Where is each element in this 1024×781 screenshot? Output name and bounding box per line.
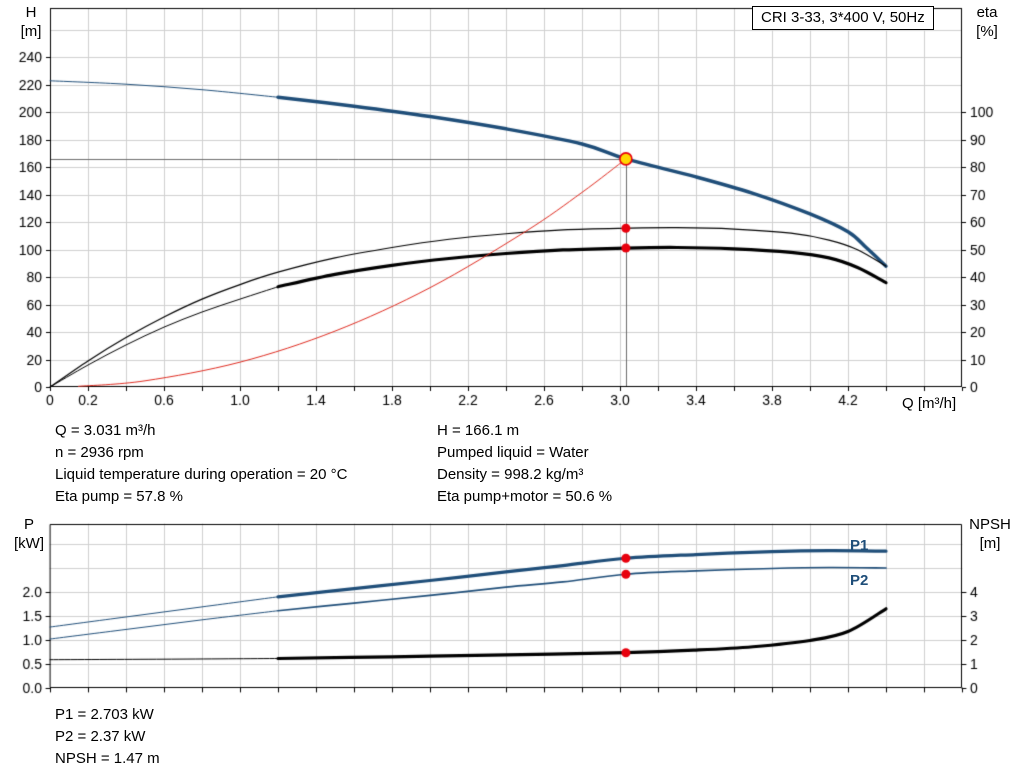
p-axis-label: P [kW] bbox=[10, 515, 48, 553]
h-axis-unit: [m] bbox=[20, 23, 42, 40]
info-pumped-liquid: Pumped liquid = Water bbox=[437, 444, 589, 461]
p1-curve-label: P1 bbox=[850, 537, 869, 554]
h-axis-symbol: H bbox=[25, 4, 37, 21]
pump-title-box: CRI 3-33, 3*400 V, 50Hz bbox=[752, 6, 934, 30]
npsh-axis-label: NPSH [m] bbox=[962, 515, 1018, 553]
info-npsh: NPSH = 1.47 m bbox=[55, 750, 160, 767]
eta-axis-label: eta [%] bbox=[964, 3, 1010, 41]
operating-data-left: Q = 3.031 m³/h n = 2936 rpm Liquid tempe… bbox=[55, 420, 347, 508]
info-p1: P1 = 2.703 kW bbox=[55, 706, 154, 723]
eta-axis-symbol: eta bbox=[976, 4, 998, 21]
npsh-axis-unit: [m] bbox=[979, 535, 1001, 552]
operating-data-right: H = 166.1 m Pumped liquid = Water Densit… bbox=[437, 420, 612, 508]
info-eta-pump-motor: Eta pump+motor = 50.6 % bbox=[437, 488, 613, 505]
p2-curve-label: P2 bbox=[850, 572, 869, 589]
h-axis-label: H [m] bbox=[12, 3, 50, 41]
p-axis-symbol: P bbox=[23, 516, 34, 533]
info-eta-pump: Eta pump = 57.8 % bbox=[55, 488, 183, 505]
info-speed: n = 2936 rpm bbox=[55, 444, 144, 461]
info-density: Density = 998.2 kg/m³ bbox=[437, 466, 584, 483]
power-data: P1 = 2.703 kW P2 = 2.37 kW NPSH = 1.47 m bbox=[55, 704, 160, 770]
info-head: H = 166.1 m bbox=[437, 422, 520, 439]
npsh-axis-symbol: NPSH bbox=[969, 516, 1011, 533]
p-axis-unit: [kW] bbox=[14, 535, 44, 552]
info-p2: P2 = 2.37 kW bbox=[55, 728, 146, 745]
q-axis-label: Q [m³/h] bbox=[902, 395, 957, 412]
eta-axis-unit: [%] bbox=[976, 23, 998, 40]
info-flow: Q = 3.031 m³/h bbox=[55, 422, 156, 439]
info-liquid-temperature: Liquid temperature during operation = 20… bbox=[55, 466, 348, 483]
